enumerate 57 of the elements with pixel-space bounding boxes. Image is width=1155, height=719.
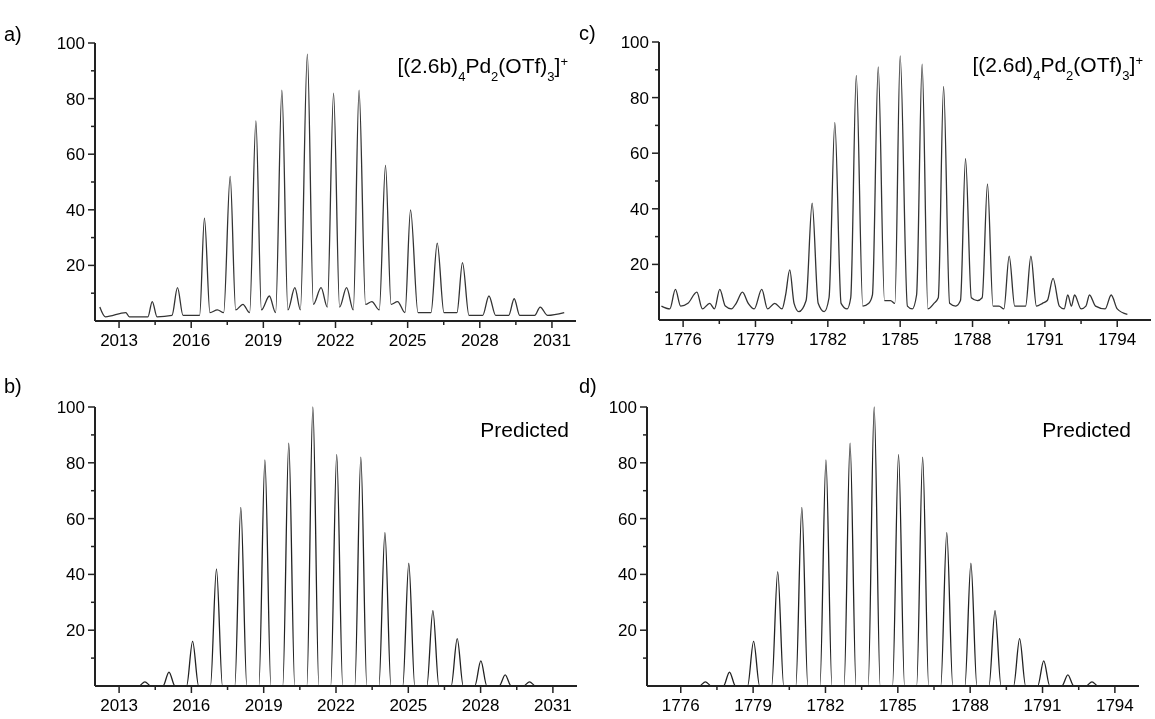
y-tick-label: 100 (608, 397, 637, 417)
x-tick-label: 2031 (533, 696, 572, 715)
y-tick-label: 40 (618, 565, 637, 585)
x-tick-label: 2022 (317, 696, 355, 715)
x-tick-label: 2022 (316, 331, 355, 350)
y-tick-label: 20 (618, 621, 637, 641)
chart-title: c) (579, 22, 596, 44)
x-tick-label: 1788 (951, 696, 990, 715)
y-tick-label: 60 (630, 144, 649, 164)
x-tick-label: 2013 (100, 696, 139, 715)
chart-title: a) (4, 23, 22, 45)
y-tick-label: 60 (66, 509, 85, 529)
x-tick-label: 1779 (736, 330, 775, 349)
chart-title: b) (4, 375, 22, 397)
x-tick-label: 2016 (172, 696, 211, 715)
y-tick-label: 40 (630, 199, 649, 219)
x-tick-label: 2019 (244, 331, 283, 350)
chart-title: d) (579, 375, 597, 397)
y-tick-label: 100 (620, 32, 649, 52)
x-tick-label: 2025 (389, 696, 428, 715)
y-tick-label: 80 (630, 88, 649, 108)
y-tick-label: 100 (56, 397, 85, 417)
x-tick-label: 2025 (388, 331, 427, 350)
x-tick-label: 1785 (881, 330, 920, 349)
x-tick-label: 2028 (460, 331, 499, 350)
y-tick-label: 80 (66, 89, 85, 109)
y-tick-label: 60 (66, 145, 85, 165)
x-tick-label: 2016 (172, 331, 211, 350)
x-tick-label: 1776 (664, 330, 703, 349)
y-tick-label: 80 (618, 453, 637, 473)
x-tick-label: 1782 (808, 330, 847, 349)
x-tick-label: 2019 (244, 696, 283, 715)
y-tick-label: 40 (66, 200, 85, 220)
annotation: Predicted (480, 418, 569, 441)
y-tick-label: 80 (66, 453, 85, 473)
line-series (660, 55, 1129, 316)
x-tick-label: 1782 (806, 696, 845, 715)
annotation: [(2.6b)$_{4}$Pd$_{2}$(OTf)$_{3}$]$^{+}$ (397, 53, 568, 84)
annotation: [(2.6d)$_{4}$Pd$_{2}$(OTf)$_{3}$]$^{+}$ (972, 52, 1143, 83)
x-tick-label: 1776 (661, 696, 700, 715)
x-tick-label: 2013 (100, 331, 138, 350)
y-tick-label: 60 (618, 509, 637, 529)
y-tick-label: 20 (66, 256, 85, 276)
x-tick-label: 1788 (953, 330, 992, 349)
y-tick-label: 40 (66, 565, 85, 585)
x-tick-label: 1791 (1023, 696, 1062, 715)
x-tick-label: 1794 (1095, 696, 1134, 715)
x-tick-label: 1779 (734, 696, 773, 715)
x-tick-label: 2028 (461, 696, 500, 715)
x-tick-label: 1791 (1025, 330, 1064, 349)
x-tick-label: 1794 (1098, 330, 1137, 349)
y-tick-label: 20 (630, 255, 649, 275)
x-tick-label: 1785 (878, 696, 917, 715)
y-tick-label: 20 (66, 621, 85, 641)
x-tick-label: 2031 (533, 331, 571, 350)
y-tick-label: 100 (56, 33, 85, 53)
annotation: Predicted (1042, 418, 1131, 441)
